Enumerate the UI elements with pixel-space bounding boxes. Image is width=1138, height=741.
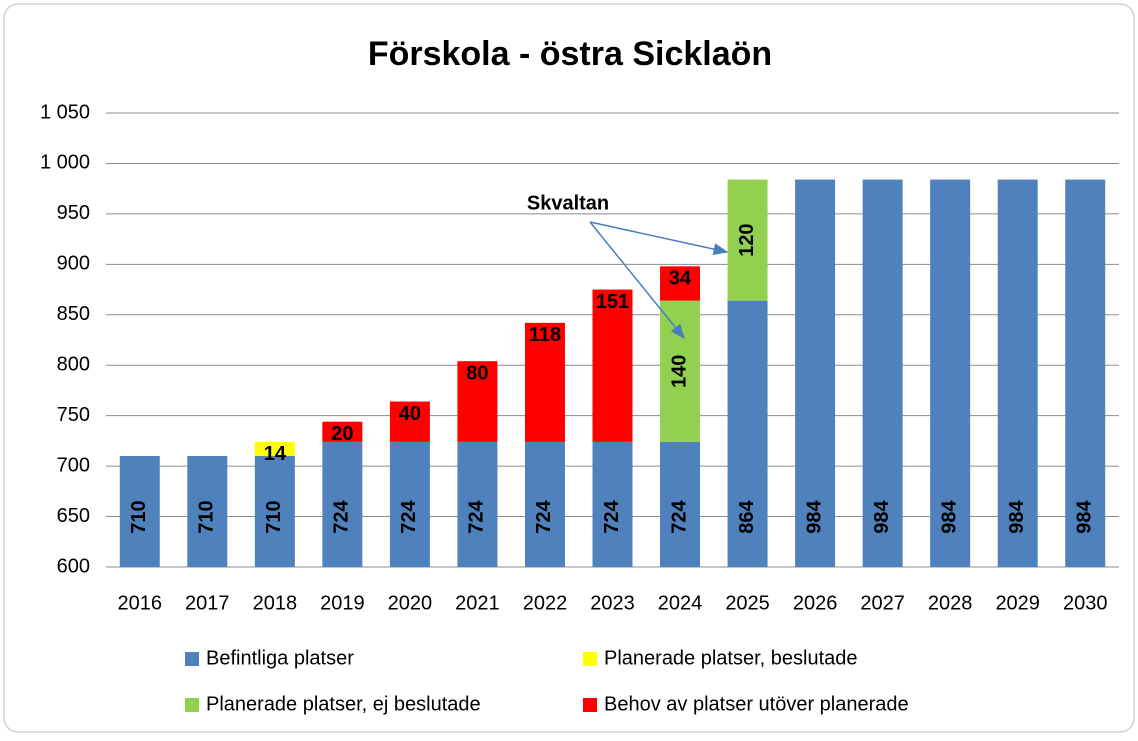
x-tick-label: 2023: [590, 592, 635, 614]
data-label: 984: [1074, 499, 1096, 533]
x-tick-label: 2030: [1063, 592, 1108, 614]
x-tick-label: 2016: [118, 592, 163, 614]
bar-segment: [389, 441, 430, 567]
data-label: 724: [601, 499, 623, 533]
legend-swatch: [583, 698, 597, 712]
data-label: 120: [736, 223, 758, 256]
data-label: 984: [938, 499, 960, 533]
bar-segment: [862, 179, 903, 567]
bar-segment: [997, 179, 1038, 567]
y-tick-label: 950: [57, 202, 90, 224]
x-tick-label: 2026: [793, 592, 838, 614]
annotation: Skvaltan: [527, 192, 609, 214]
legend-label: Behov av platser utöver planerade: [604, 693, 909, 715]
data-label: 710: [196, 500, 218, 533]
data-label: 34: [669, 268, 692, 290]
y-tick-label: 750: [57, 404, 90, 426]
y-tick-label: 1 050: [40, 101, 90, 123]
bar-segment: [254, 441, 295, 457]
legend-swatch: [185, 652, 199, 666]
data-label: 724: [398, 499, 420, 533]
bar-segment: [1065, 179, 1106, 567]
bar-segment: [592, 289, 633, 442]
y-tick-label: 700: [57, 454, 90, 476]
legend-swatch: [185, 698, 199, 712]
data-label: 724: [466, 499, 488, 533]
y-tick-label: 850: [57, 303, 90, 325]
data-label: 14: [264, 443, 287, 465]
bar-segment: [930, 179, 971, 567]
data-label: 20: [331, 423, 353, 445]
y-tick-label: 650: [57, 505, 90, 527]
data-label: 151: [596, 291, 629, 313]
data-label: 984: [1006, 499, 1028, 533]
annotation-arrow: [589, 221, 685, 340]
data-label: 710: [128, 500, 150, 533]
x-tick-label: 2024: [658, 592, 703, 614]
bar-segment: [727, 300, 768, 567]
x-tick-label: 2022: [523, 592, 568, 614]
x-tick-label: 2017: [185, 592, 230, 614]
x-tick-label: 2028: [928, 592, 973, 614]
chart-title: Förskola - östra Sicklaön: [368, 35, 772, 73]
bar-segment: [389, 401, 430, 442]
bar-segment: [457, 441, 498, 567]
data-label: 118: [529, 324, 561, 346]
data-label: 724: [668, 499, 690, 533]
data-label: 710: [263, 500, 285, 533]
x-tick-label: 2020: [388, 592, 433, 614]
y-tick-label: 800: [57, 354, 90, 376]
bar-segment: [119, 456, 160, 567]
x-tick-label: 2021: [455, 592, 500, 614]
bar-segment: [524, 322, 565, 442]
legend-swatch: [583, 652, 597, 666]
bar-segment: [187, 456, 228, 567]
bar-segment: [254, 456, 295, 567]
x-tick-label: 2025: [725, 592, 770, 614]
bar-segment: [660, 441, 701, 567]
y-tick-label: 600: [57, 555, 90, 577]
bar-segment: [592, 441, 633, 567]
data-label: 984: [871, 499, 893, 533]
y-tick-label: 1 000: [40, 152, 90, 174]
legend-label: Befintliga platser: [206, 647, 354, 669]
data-label: 984: [803, 499, 825, 533]
x-tick-label: 2019: [320, 592, 365, 614]
data-label: 724: [533, 499, 555, 533]
legend-label: Planerade platser, ej beslutade: [206, 693, 481, 715]
y-tick-label: 900: [57, 253, 90, 275]
data-label: 80: [466, 362, 488, 384]
data-label: 864: [736, 499, 758, 533]
data-label: 140: [668, 355, 690, 388]
bar-segment: [524, 441, 565, 567]
data-label: 40: [399, 403, 421, 425]
x-tick-label: 2018: [253, 592, 298, 614]
bar-segment: [727, 179, 768, 301]
legend-label: Planerade platser, beslutade: [604, 647, 858, 669]
bar-segment: [660, 266, 701, 301]
data-label: 724: [331, 499, 353, 533]
bar-segment: [322, 441, 363, 567]
x-tick-label: 2029: [995, 592, 1040, 614]
x-tick-label: 2027: [860, 592, 905, 614]
bar-segment: [457, 361, 498, 442]
bar-segment: [322, 421, 363, 442]
annotation-arrow: [589, 221, 729, 255]
bar-segment: [795, 179, 836, 567]
